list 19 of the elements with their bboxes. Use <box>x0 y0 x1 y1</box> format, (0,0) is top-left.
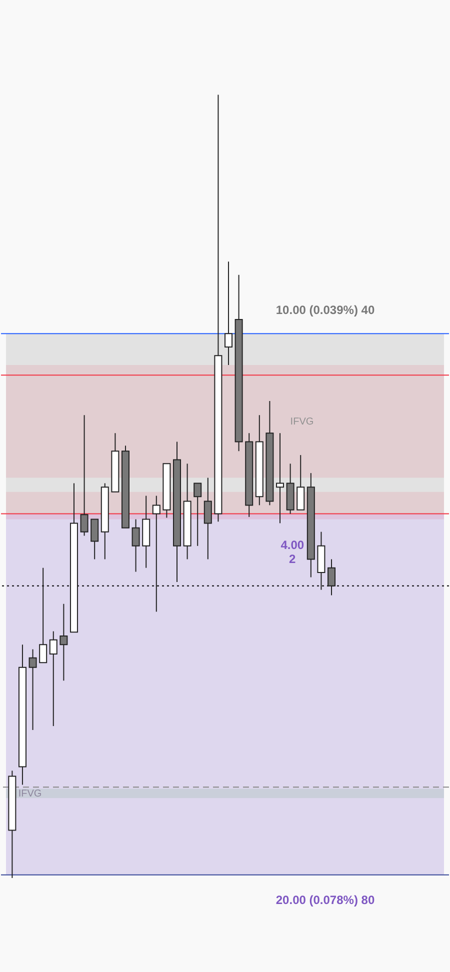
candlestick <box>90 518 99 560</box>
annotation: 10.00 (0.039%) 40 <box>276 303 375 318</box>
candlestick <box>204 477 212 560</box>
band-label: IFVG <box>18 788 42 800</box>
candlestick <box>194 482 202 546</box>
band-label: IFVG <box>290 416 314 428</box>
annotation: 4.00 2 <box>280 538 304 566</box>
candlestick <box>60 603 68 682</box>
candlestick <box>152 495 160 612</box>
candlestick <box>49 630 58 727</box>
candlestick <box>80 414 88 536</box>
candlestick <box>328 558 336 596</box>
candlestick <box>39 567 48 664</box>
candlestick <box>296 454 305 510</box>
candlestick <box>276 432 284 524</box>
candlestick <box>132 518 140 572</box>
text: 20.00 (0.078%) 80 <box>276 892 375 907</box>
candlestick <box>28 648 37 730</box>
candlestick <box>224 261 232 366</box>
